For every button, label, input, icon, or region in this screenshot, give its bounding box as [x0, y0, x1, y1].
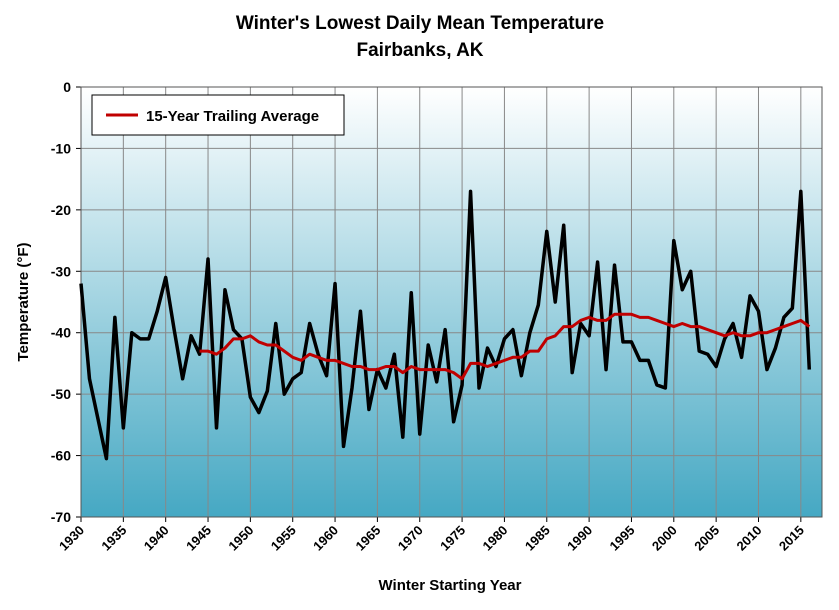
legend-label: 15-Year Trailing Average	[146, 108, 319, 125]
chart-title: Winter's Lowest Daily Mean Temperature	[236, 13, 604, 34]
y-tick-label: -20	[51, 202, 71, 218]
data-line	[199, 312, 811, 381]
x-tick-label: 1955	[268, 523, 299, 554]
y-tick-label: -10	[51, 140, 71, 156]
x-tick-label: 1980	[479, 523, 510, 554]
x-tick-label: 1940	[141, 523, 172, 554]
x-tick-label: 1935	[98, 523, 129, 554]
y-tick-label: 0	[63, 79, 71, 95]
x-axis-label: Winter Starting Year	[379, 577, 522, 594]
x-tick-label: 1965	[352, 523, 383, 554]
x-tick-label: 2010	[734, 523, 765, 554]
x-tick-label: 1945	[183, 523, 214, 554]
plot-area	[81, 87, 822, 517]
y-tick-label: -30	[51, 263, 71, 279]
y-tick-label: -70	[51, 509, 71, 525]
x-tick-label: 2005	[691, 523, 722, 554]
x-tick-label: 1990	[564, 523, 595, 554]
y-axis-label: Temperature (°F)	[15, 242, 32, 361]
y-tick-label: -40	[51, 325, 71, 341]
x-tick-label: 1995	[607, 523, 638, 554]
y-tick-label: -60	[51, 448, 71, 464]
x-tick-label: 1960	[310, 523, 341, 554]
x-tick-label: 1985	[522, 523, 553, 554]
data-line	[79, 189, 812, 461]
chart-subtitle: Fairbanks, AK	[356, 40, 483, 61]
x-tick-label: 2000	[649, 523, 680, 554]
x-tick-label: 2015	[776, 523, 807, 554]
x-tick-label: 1975	[437, 523, 468, 554]
x-tick-label: 1950	[225, 523, 256, 554]
y-tick-label: -50	[51, 386, 71, 402]
x-tick-label: 1970	[395, 523, 426, 554]
x-tick-label: 1930	[56, 523, 87, 554]
